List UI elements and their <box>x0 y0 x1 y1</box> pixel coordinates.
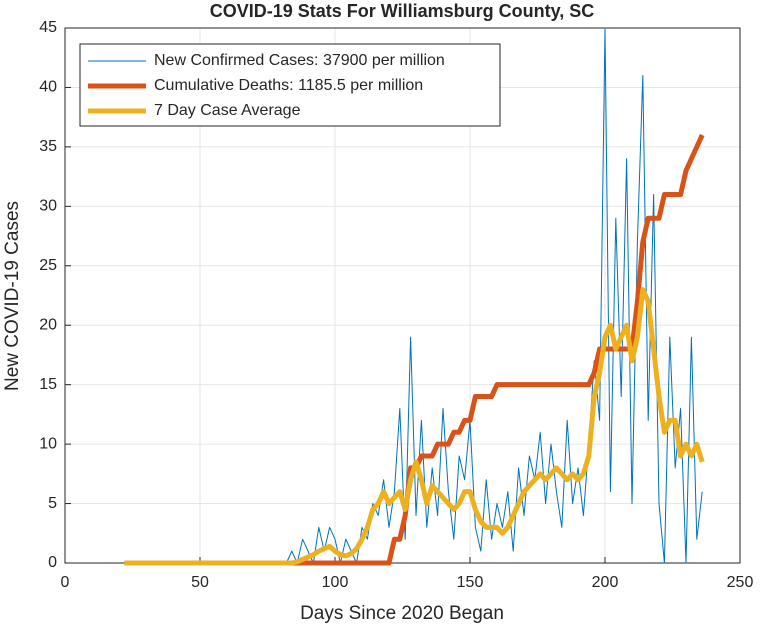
x-tick-label: 200 <box>592 574 619 591</box>
x-tick-label: 250 <box>727 574 754 591</box>
plot-frame <box>64 27 741 564</box>
y-tick-label: 40 <box>39 79 57 96</box>
y-tick-label: 15 <box>39 376 57 393</box>
y-tick-label: 25 <box>39 257 57 274</box>
x-tick-label: 100 <box>322 574 349 591</box>
legend-label: New Confirmed Cases: 37900 per million <box>154 52 445 69</box>
x-axis-label: Days Since 2020 Began <box>300 603 504 624</box>
legend-label: 7 Day Case Average <box>154 102 301 119</box>
series-line <box>124 287 705 566</box>
chart-title: COVID-19 Stats For Williamsburg County, … <box>210 1 595 21</box>
y-tick-label: 30 <box>39 198 57 215</box>
legend-label: Cumulative Deaths: 1185.5 per million <box>154 77 423 94</box>
y-tick-label: 0 <box>48 554 57 571</box>
x-tick-label: 0 <box>61 574 70 591</box>
legend-box <box>79 43 501 127</box>
x-tick-label: 150 <box>457 574 484 591</box>
y-tick-label: 35 <box>39 138 57 155</box>
y-tick-label: 45 <box>39 19 57 36</box>
y-tick-label: 5 <box>48 495 57 512</box>
y-tick-label: 20 <box>39 316 57 333</box>
y-tick-label: 10 <box>39 435 57 452</box>
y-axis-label: New COVID-19 Cases <box>2 201 23 391</box>
x-tick-label: 50 <box>191 574 209 591</box>
